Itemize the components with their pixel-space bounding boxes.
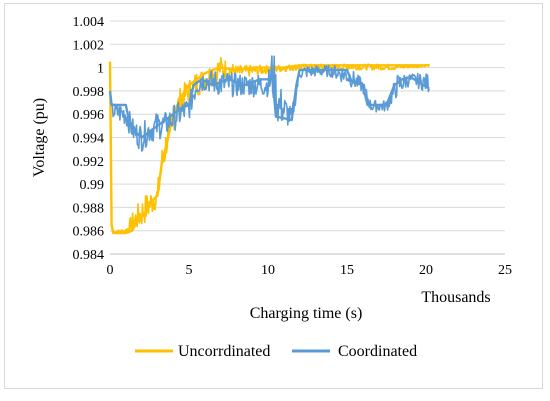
x-axis-title: Charging time (s) <box>250 305 363 322</box>
y-tick-label: 0.996 <box>73 108 105 123</box>
y-tick-label: 0.99 <box>80 178 105 193</box>
x-tick-label: 20 <box>419 263 433 278</box>
legend: Uncorrdinated Coordinated <box>135 343 417 360</box>
y-tick-label: 0.992 <box>73 155 105 170</box>
y-tick-label: 1.002 <box>73 38 105 53</box>
y-tick-label: 0.984 <box>73 248 105 263</box>
series-line <box>108 68 430 139</box>
series-coordinated <box>108 55 430 152</box>
y-tick-label: 1 <box>97 62 104 77</box>
x-tick-labels: 0 5 10 15 20 25 <box>107 263 513 278</box>
x-tick-label: 25 <box>498 263 512 278</box>
series-noise-trace <box>112 56 430 234</box>
y-tick-label: 0.986 <box>73 225 105 240</box>
y-tick-label: 1.004 <box>73 15 105 30</box>
series-layer <box>108 55 430 235</box>
series-noise-trace <box>110 55 430 152</box>
legend-label-coordinated: Coordinated <box>338 343 417 360</box>
gridlines <box>110 20 505 232</box>
y-tick-label: 0.988 <box>73 201 105 216</box>
x-tick-label: 10 <box>261 263 275 278</box>
y-tick-labels: 0.984 0.986 0.988 0.99 0.992 0.994 0.996 0.998 1… <box>73 15 105 263</box>
y-axis-title: Voltage (pu) <box>31 98 48 177</box>
x-tick-label: 5 <box>186 263 193 278</box>
legend-label-uncoordinated: Uncorrdinated <box>178 343 270 360</box>
x-tick-label: 15 <box>340 263 354 278</box>
y-tick-label: 0.998 <box>73 85 105 100</box>
x-tick-label: 0 <box>107 263 114 278</box>
series-line <box>108 61 430 235</box>
y-tick-label: 0.994 <box>73 132 105 147</box>
x-axis-unit-label: Thousands <box>421 289 490 306</box>
